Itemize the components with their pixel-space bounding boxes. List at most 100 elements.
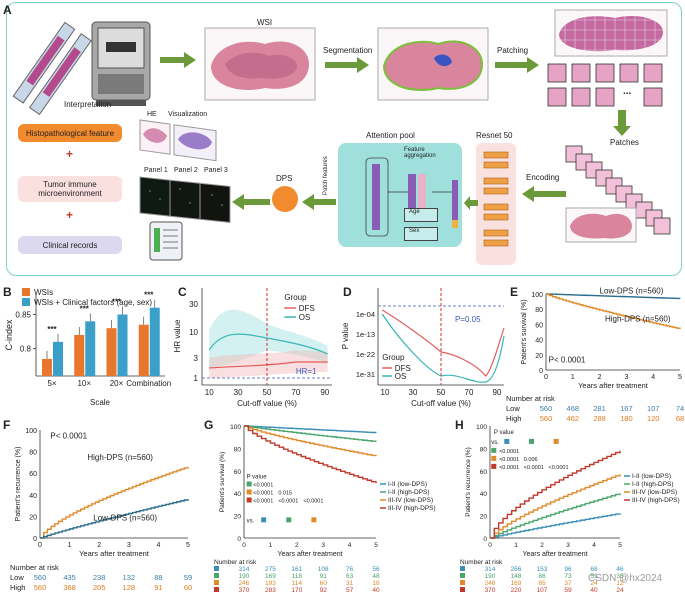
bar-1-0 (53, 341, 63, 376)
risk-value: 266 (511, 566, 522, 573)
km-curve-1 (490, 493, 621, 539)
km-curve-2 (244, 425, 377, 457)
risk-value: 169 (265, 573, 276, 580)
panel-label-b: B (3, 285, 12, 299)
risk-value: 167 (620, 404, 633, 413)
risk-value: 86 (538, 573, 546, 580)
y-tick-label: 0 (237, 536, 241, 543)
y-axis-label: Patient's survival (%) (219, 452, 226, 512)
risk-value: 560 (540, 414, 553, 423)
risk-value: 275 (265, 566, 276, 573)
y-tick-label: 80 (234, 446, 242, 453)
risk-value: 74 (676, 404, 684, 413)
y-tick-label: 80 (535, 307, 543, 314)
pill-clinical-records-text: Clinical records (42, 240, 98, 250)
y-axis-label: Patient's survival (%) (521, 299, 528, 364)
pill-histopathological-text: Histopathological feature (25, 128, 115, 138)
risk-value: 18 (372, 580, 380, 587)
legend-label-0: DFS (395, 364, 411, 373)
pmatrix-col-swatch (286, 517, 292, 523)
risk-value: 76 (346, 566, 354, 573)
bar-0-3 (138, 324, 149, 376)
risk-value: 462 (567, 414, 580, 423)
y-tick-label: 1e-13 (356, 330, 375, 339)
risk-value: 59 (184, 573, 192, 582)
pmatrix-title: P value (247, 475, 268, 481)
x-tick-label: 1 (571, 374, 575, 381)
series-label-high: High-DPS (n=560) (87, 453, 153, 462)
pmatrix-row-swatch (246, 497, 252, 503)
y-tick-label: 20 (480, 514, 488, 521)
legend-label-2: III-IV (low-DPS) (388, 497, 433, 504)
legend-label-2: III-IV (low-DPS) (632, 489, 677, 496)
risk-value: 51 (590, 573, 598, 580)
y-tick-label: 10 (189, 328, 198, 337)
arrow-patching (495, 57, 539, 73)
risk-value: 48 (372, 573, 380, 580)
y-tick-label: 80 (29, 450, 37, 457)
dfs-line (209, 361, 328, 369)
pmatrix-col-swatch (553, 438, 559, 444)
risk-row-swatch (214, 587, 219, 592)
risk-value: 120 (647, 414, 660, 423)
x-axis-label: Years after treatment (79, 549, 150, 558)
x-tick-label: 0 (544, 374, 548, 381)
sex-label: Sex (409, 228, 420, 234)
bar-1-3 (149, 307, 160, 376)
x-tick-label: 30 (234, 388, 243, 397)
x-tick-label: 20× (110, 379, 124, 388)
risk-value: 107 (537, 587, 548, 592)
risk-value: 128 (123, 583, 136, 592)
bar-1-2 (117, 314, 128, 376)
y-tick-label: 0 (483, 536, 487, 543)
risk-value: 283 (265, 587, 276, 592)
panel-2-label: Panel 2 (174, 167, 198, 174)
attention-pool-box (338, 143, 462, 247)
x-tick-label: 50 (263, 388, 272, 397)
pmatrix-col-swatch (504, 438, 510, 444)
visualization-label: Visualization (168, 111, 208, 118)
pmatrix-cell: <0.0001 (278, 498, 298, 504)
x-tick-label: 5 (678, 374, 682, 381)
y-tick-label: 40 (480, 491, 488, 498)
pill-clinical-records: Clinical records (18, 236, 122, 254)
risk-row-label: Low (506, 404, 520, 413)
pmatrix-title: P value (494, 430, 515, 436)
pmatrix-col-swatch (261, 517, 267, 523)
os-line (208, 333, 328, 355)
risk-value: 220 (511, 587, 522, 592)
y-tick-label: 0 (539, 368, 543, 375)
plus-1: + (66, 147, 74, 161)
risk-value: 37 (564, 580, 572, 587)
encoding-label: Encoding (526, 173, 560, 182)
arrow-dps-to-panels (232, 194, 270, 210)
legend-label-0: DFS (299, 304, 315, 313)
pmatrix-row-swatch (491, 463, 497, 469)
legend-label-1: WSIs + Clinical factors (age, sex) (34, 298, 152, 307)
y-tick-label: 1e-22 (356, 350, 375, 359)
risk-value: 205 (93, 583, 106, 592)
y-tick-label: 30 (189, 300, 198, 309)
panel-label-f: F (3, 418, 11, 432)
legend-label-0: I-II (low-DPS) (388, 481, 427, 488)
x-axis-label: Scale (90, 398, 111, 407)
km-curve-0 (546, 293, 681, 300)
risk-value: 560 (34, 573, 47, 582)
pmatrix-cell: <0.0001 (524, 465, 544, 471)
x-tick-label: 4 (348, 542, 352, 549)
arrow-encoding (522, 186, 566, 202)
bar-1-1 (85, 321, 96, 376)
x-tick-label: 70 (465, 388, 474, 397)
risk-value: 180 (620, 414, 633, 423)
pmatrix-cell: <0.0001 (253, 482, 273, 488)
y-tick-label: 1e-04 (356, 310, 375, 319)
bar-0-2 (106, 328, 117, 376)
legend-title: Group (382, 353, 405, 362)
watermark: CSDN @hx2024 (588, 573, 663, 584)
patch-ellipsis: ... (623, 86, 632, 97)
x-axis-label: Cut-off value (%) (237, 399, 297, 408)
pmatrix-cell: <0.0001 (499, 465, 519, 471)
pmatrix-row-swatch (491, 447, 497, 453)
attention-bars (365, 157, 458, 237)
risk-value: 190 (239, 573, 250, 580)
